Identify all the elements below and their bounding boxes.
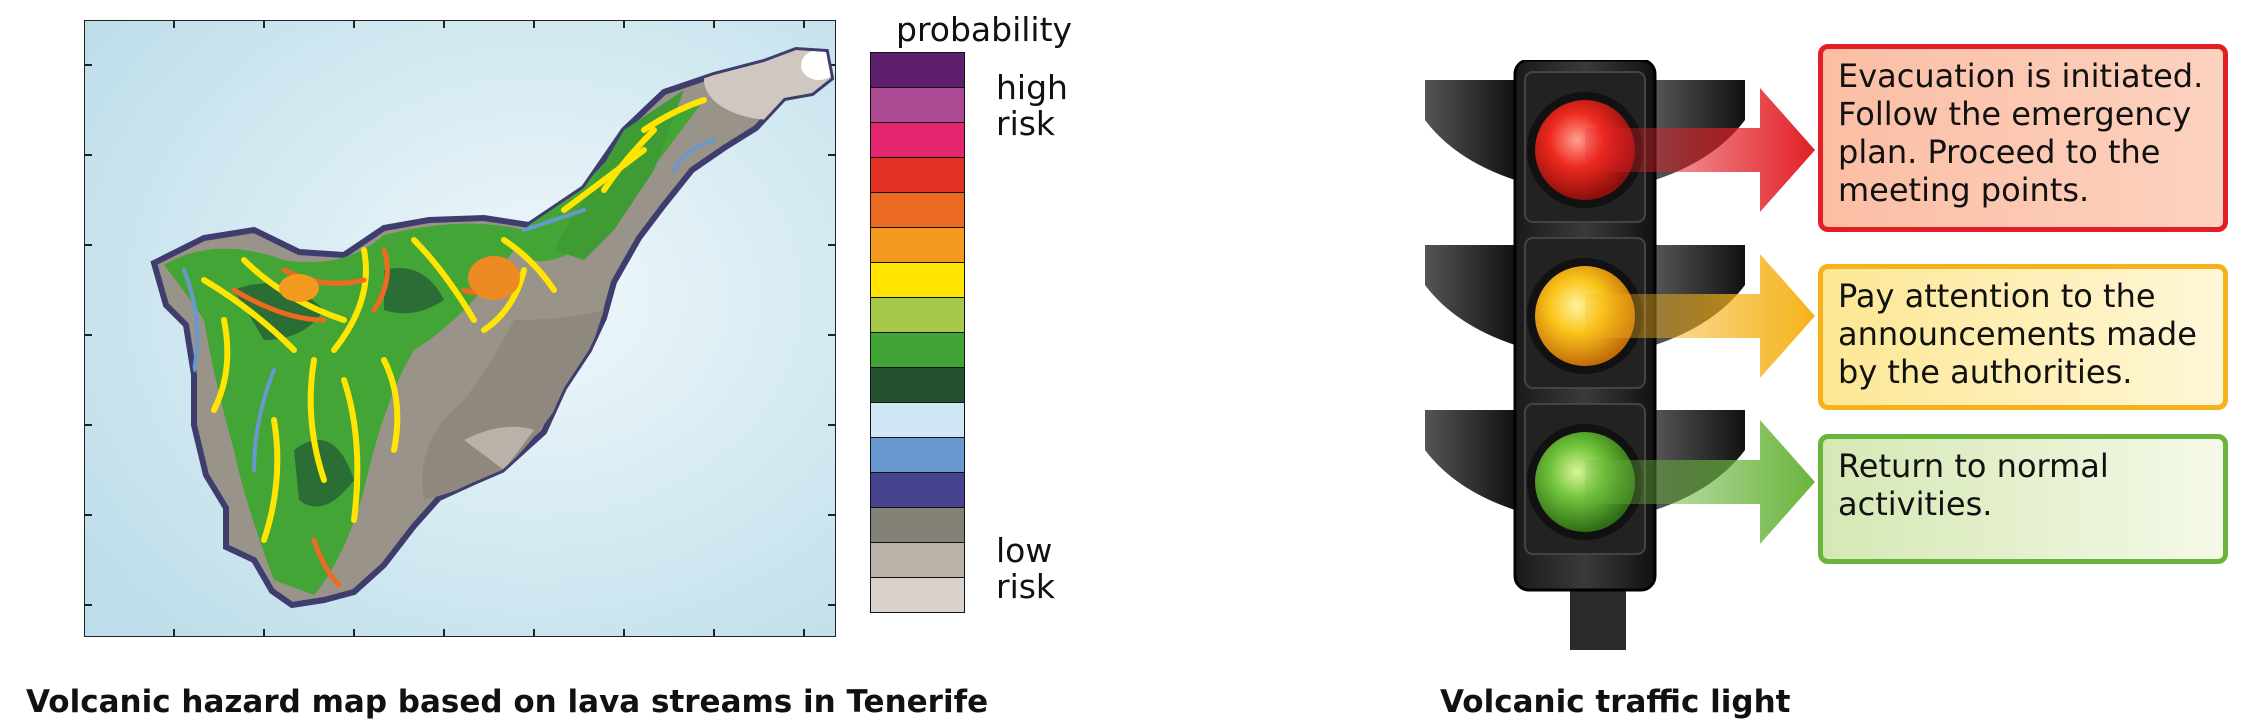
legend-low-label: low risk xyxy=(996,531,1056,606)
legend-swatch xyxy=(870,577,965,613)
legend-swatch xyxy=(870,227,965,262)
legend-swatch xyxy=(870,472,965,507)
legend-swatch xyxy=(870,297,965,332)
legend-swatch xyxy=(870,402,965,437)
legend-swatch xyxy=(870,52,965,87)
legend-swatch xyxy=(870,262,965,297)
legend-swatch xyxy=(870,367,965,402)
traffic-light-caption: Volcanic traffic light xyxy=(1440,684,1791,720)
yellow-arrow-icon xyxy=(1585,254,1815,378)
hazard-map-caption: Volcanic hazard map based on lava stream… xyxy=(26,684,989,720)
green-arrow-icon xyxy=(1585,420,1815,544)
red-arrow-icon xyxy=(1585,88,1815,212)
signal-arrows xyxy=(1585,88,1815,544)
tenerife-map-image xyxy=(83,19,837,638)
green-signal-message: Return to normal activities. xyxy=(1818,434,2228,564)
yellow-signal-message: Pay attention to the announcements made … xyxy=(1818,264,2228,410)
legend-swatch xyxy=(870,437,965,472)
legend-swatch xyxy=(870,542,965,577)
legend-swatch xyxy=(870,157,965,192)
legend-high-label: high risk xyxy=(996,68,1068,143)
legend-color-scale xyxy=(870,52,965,613)
hazard-map xyxy=(83,19,837,638)
legend-swatch xyxy=(870,87,965,122)
legend-title: probability xyxy=(896,10,1073,49)
legend-swatch xyxy=(870,122,965,157)
red-signal-message: Evacuation is initiated. Follow the emer… xyxy=(1818,44,2228,232)
legend-swatch xyxy=(870,507,965,542)
probability-legend: probability high risk low risk xyxy=(870,10,1100,630)
legend-swatch xyxy=(870,192,965,227)
legend-swatch xyxy=(870,332,965,367)
